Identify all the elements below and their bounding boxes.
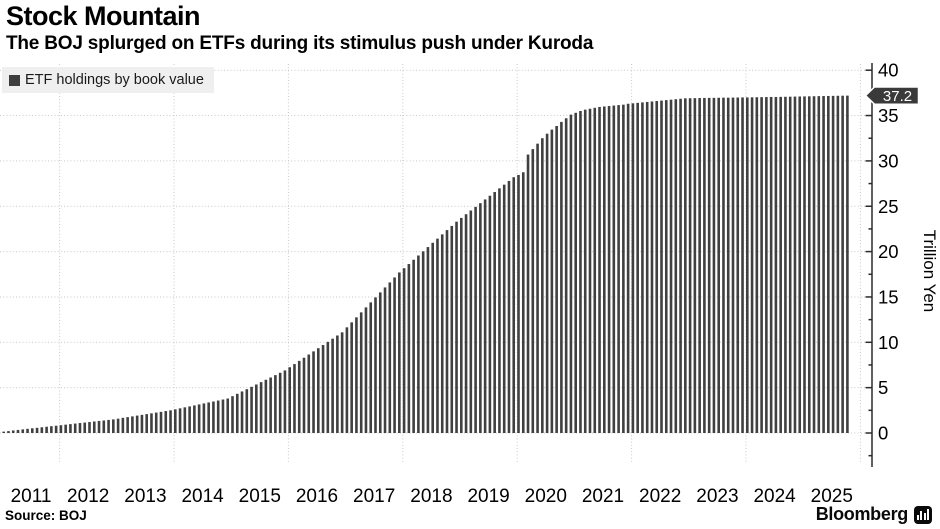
chart-title: Stock Mountain <box>6 1 201 31</box>
svg-text:30: 30 <box>878 150 899 171</box>
bloomberg-wordmark: Bloomberg <box>815 504 909 524</box>
svg-text:35: 35 <box>878 105 899 126</box>
svg-text:40: 40 <box>878 60 899 81</box>
svg-text:0: 0 <box>878 423 888 444</box>
svg-text:2023: 2023 <box>696 486 738 507</box>
gridlines <box>0 64 871 463</box>
y-axis <box>865 63 873 467</box>
bar-series <box>2 95 849 434</box>
svg-text:2015: 2015 <box>239 486 281 507</box>
chart-subtitle: The BOJ splurged on ETFs during its stim… <box>6 33 594 54</box>
svg-text:2019: 2019 <box>467 486 509 507</box>
svg-text:5: 5 <box>878 377 888 398</box>
legend-label: ETF holdings by book value <box>25 72 204 88</box>
svg-text:2021: 2021 <box>582 486 624 507</box>
y-tick-labels: 0 5 10 15 20 25 30 35 40 <box>878 60 899 444</box>
bloomberg-brand: Bloomberg <box>816 504 932 525</box>
svg-text:15: 15 <box>878 286 899 307</box>
legend-swatch-icon <box>9 74 20 86</box>
last-value-badge: 37.2 <box>864 86 920 105</box>
legend: ETF holdings by book value <box>2 67 214 93</box>
svg-text:10: 10 <box>878 332 899 353</box>
svg-text:2018: 2018 <box>410 486 452 507</box>
y-axis-title: Trillion Yen <box>920 230 939 313</box>
bloomberg-logo-icon <box>914 505 932 524</box>
svg-text:2013: 2013 <box>124 486 166 507</box>
svg-text:2012: 2012 <box>67 486 109 507</box>
x-tick-labels: 2011 2012 2013 2014 2015 2016 2017 2018 2019 2020… <box>11 486 853 507</box>
svg-text:2024: 2024 <box>753 486 796 507</box>
svg-text:2017: 2017 <box>353 486 395 507</box>
svg-text:2025: 2025 <box>811 486 853 507</box>
svg-text:37.2: 37.2 <box>883 88 912 105</box>
svg-text:25: 25 <box>878 196 899 217</box>
svg-text:2016: 2016 <box>296 486 338 507</box>
svg-text:2014: 2014 <box>181 486 224 507</box>
svg-text:20: 20 <box>878 241 899 262</box>
source-note: Source: BOJ <box>5 508 87 523</box>
svg-text:2011: 2011 <box>11 486 52 507</box>
svg-text:2020: 2020 <box>525 486 567 507</box>
svg-text:2022: 2022 <box>639 486 681 507</box>
